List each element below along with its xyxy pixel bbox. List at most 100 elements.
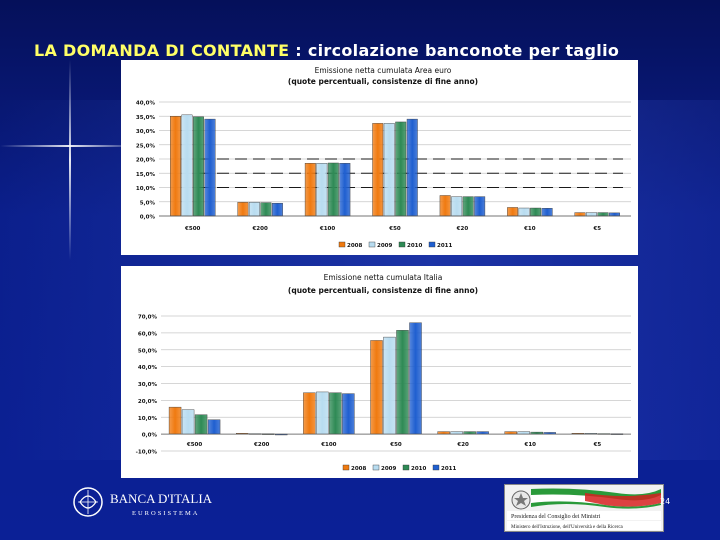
bar-2009 — [316, 391, 329, 435]
y-tick-label: 10,0% — [136, 186, 156, 192]
bar-2011 — [406, 118, 418, 217]
banca-italia-emblem: BANCA D'ITALIA EUROSISTEMA — [73, 487, 213, 517]
bar-2010 — [327, 162, 339, 217]
legend-label: 2011 — [437, 243, 452, 249]
chart-italia-svg: Emissione netta cumulata Italia (quote pe… — [136, 273, 631, 472]
chart-area-euro-svg: Emissione netta cumulata Area euro (quote… — [136, 66, 631, 249]
bar-2010 — [193, 116, 204, 217]
bar-2010 — [329, 392, 342, 435]
x-tick-label: €20 — [456, 442, 469, 448]
bar-2011 — [204, 118, 216, 217]
government-emblem: Presidenza del Consiglio dei Ministri Mi… — [507, 488, 661, 530]
bar-2009 — [451, 196, 463, 217]
gov-line-1: Presidenza del Consiglio dei Ministri — [511, 514, 601, 520]
bar-2008 — [574, 212, 586, 217]
x-tick-label: €500 — [184, 226, 200, 232]
bar-2009 — [586, 212, 597, 217]
bar-2010 — [260, 202, 272, 217]
bar-2010 — [530, 207, 542, 217]
x-tick-label: €500 — [186, 442, 202, 448]
bar-2008 — [439, 195, 451, 217]
x-tick-label: €100 — [320, 442, 336, 448]
legend-swatch — [372, 464, 380, 471]
chart-italia: Emissione netta cumulata Italia (quote pe… — [121, 266, 638, 478]
legend-label: 2008 — [351, 466, 366, 472]
bar-2009 — [383, 336, 396, 435]
x-tick-label: €10 — [523, 226, 536, 232]
y-tick-label: 15,0% — [136, 172, 156, 178]
legend-label: 2009 — [377, 243, 392, 249]
legend-swatch — [368, 241, 376, 248]
bar-2010 — [462, 196, 474, 217]
y-tick-label: 10,0% — [138, 416, 158, 422]
bank-name: BANCA D'ITALIA — [110, 491, 213, 506]
slide-title: LA DOMANDA DI CONTANTE : circolazione ba… — [34, 41, 619, 60]
bar-2008 — [372, 123, 384, 217]
y-tick-label: -10,0% — [136, 450, 158, 456]
y-tick-label: 5,0% — [140, 200, 156, 206]
y-tick-label: 40,0% — [136, 101, 156, 107]
legend-label: 2009 — [381, 466, 396, 472]
chart-subtitle: (quote percentuali, consistenze di fine … — [288, 286, 478, 295]
slide-title-main: LA DOMANDA DI CONTANTE — [34, 41, 290, 60]
x-tick-label: €5 — [593, 442, 602, 448]
bar-2009 — [181, 114, 193, 217]
x-tick-label: €10 — [524, 442, 537, 448]
bar-2011 — [342, 393, 355, 435]
x-tick-label: €200 — [251, 226, 267, 232]
y-tick-label: 30,0% — [136, 129, 156, 135]
y-tick-label: 50,0% — [138, 348, 158, 354]
chart-area-euro: Emissione netta cumulata Area euro (quote… — [121, 60, 638, 255]
y-tick-label: 20,0% — [138, 399, 158, 405]
bar-2011 — [409, 322, 422, 435]
x-tick-label: €50 — [389, 442, 402, 448]
legend-swatch — [342, 464, 350, 471]
light-flare-vertical — [69, 60, 71, 260]
y-tick-label: 30,0% — [138, 382, 158, 388]
bar-2008 — [507, 207, 519, 217]
bank-subtitle: EUROSISTEMA — [132, 510, 200, 517]
bar-2009 — [518, 207, 530, 217]
y-tick-label: 0,0% — [140, 215, 156, 221]
legend-swatch — [338, 241, 346, 248]
y-tick-label: 40,0% — [138, 365, 158, 371]
y-tick-label: 70,0% — [138, 315, 158, 321]
government-logo: Presidenza del Consiglio dei Ministri Mi… — [504, 484, 664, 532]
chart-title: Emissione netta cumulata Italia — [324, 273, 443, 282]
legend-label: 2010 — [411, 466, 426, 472]
slide-title-rest: : circolazione banconote per taglio — [289, 41, 620, 60]
bar-2010 — [597, 212, 609, 217]
bar-2008 — [303, 392, 316, 435]
bar-2008 — [304, 163, 316, 217]
bar-2011 — [474, 196, 486, 217]
banca-italia-logo: BANCA D'ITALIA EUROSISTEMA — [70, 484, 240, 524]
y-tick-label: 35,0% — [136, 115, 156, 121]
y-tick-label: 20,0% — [136, 158, 156, 164]
bar-2009 — [248, 202, 260, 217]
bar-2010 — [194, 414, 208, 435]
bar-2011 — [609, 212, 620, 217]
x-tick-label: €100 — [319, 226, 335, 232]
chart-title: Emissione netta cumulata Area euro — [315, 66, 452, 75]
bar-2008 — [237, 202, 249, 217]
x-tick-label: €20 — [456, 226, 469, 232]
bar-2010 — [395, 121, 407, 217]
page-number: 24 — [660, 497, 671, 506]
y-tick-label: 60,0% — [138, 331, 158, 337]
bar-2011 — [271, 202, 283, 217]
chart-subtitle: (quote percentuali, consistenze di fine … — [288, 77, 478, 86]
x-tick-label: €50 — [388, 226, 401, 232]
legend-label: 2011 — [441, 466, 456, 472]
bar-2011 — [339, 163, 351, 217]
bar-2009 — [383, 123, 395, 217]
x-tick-label: €200 — [253, 442, 269, 448]
legend-label: 2008 — [347, 243, 362, 249]
legend-label: 2010 — [407, 243, 422, 249]
bar-2009 — [181, 409, 195, 435]
legend-swatch — [398, 241, 406, 248]
bar-2008 — [168, 406, 182, 435]
bar-2011 — [541, 208, 553, 217]
light-flare-horizontal — [0, 145, 140, 147]
bar-2008 — [170, 116, 181, 217]
gov-line-2: Ministero dell'Istruzione, dell'Universi… — [511, 525, 624, 530]
